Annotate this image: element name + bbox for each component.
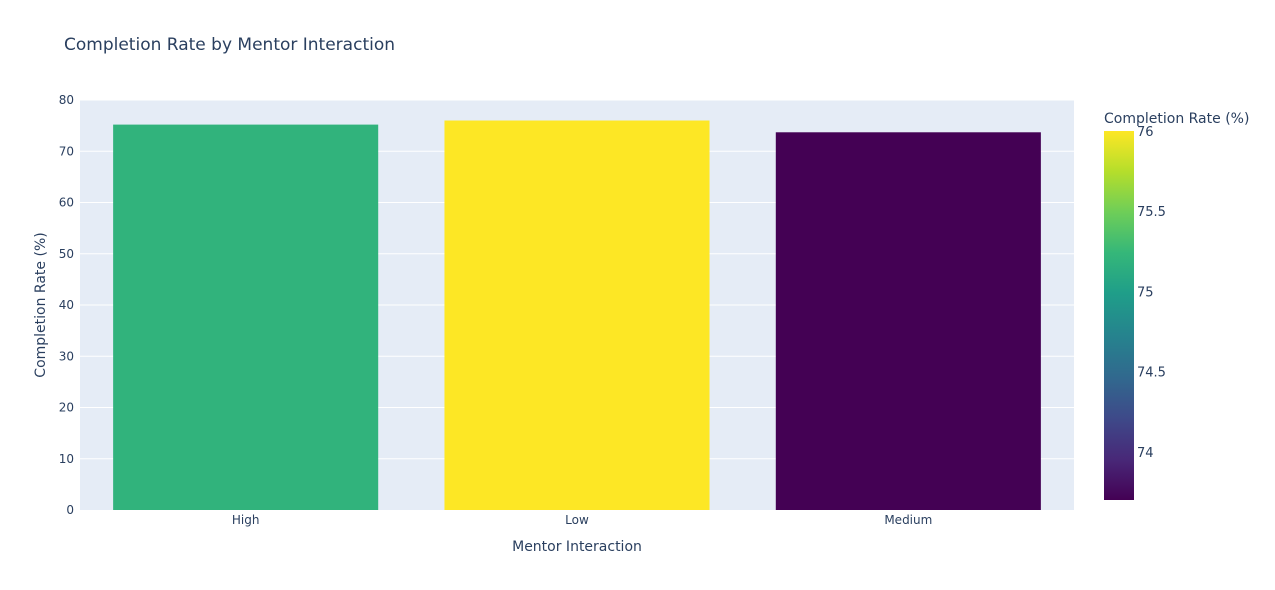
- colorbar-ticks: 74 74.5 75 75.5 76: [1137, 125, 1166, 461]
- x-tick-label: Low: [565, 513, 589, 527]
- bar-high: [113, 124, 379, 510]
- x-axis-ticks: High Low Medium: [232, 513, 932, 527]
- y-tick-label: 0: [66, 503, 74, 517]
- y-tick-label: 80: [59, 93, 74, 107]
- bar-medium: [775, 132, 1041, 510]
- bars: [113, 120, 1041, 510]
- y-tick-label: 30: [59, 349, 74, 363]
- colorbar-tick-label: 75: [1137, 285, 1154, 300]
- y-tick-label: 70: [59, 144, 74, 158]
- colorbar: [1104, 131, 1134, 500]
- x-tick-label: Medium: [884, 513, 932, 527]
- y-tick-label: 20: [59, 401, 74, 415]
- y-axis-ticks: 0 10 20 30 40 50 60 70 80: [59, 93, 74, 517]
- chart-title: Completion Rate by Mentor Interaction: [64, 35, 395, 55]
- colorbar-tick-label: 74.5: [1137, 366, 1166, 381]
- colorbar-title: Completion Rate (%): [1104, 111, 1249, 127]
- x-axis-title: Mentor Interaction: [512, 539, 642, 555]
- bar-low: [444, 120, 710, 510]
- y-tick-label: 40: [59, 298, 74, 312]
- colorbar-tick-label: 75.5: [1137, 205, 1166, 220]
- colorbar-tick-label: 76: [1137, 125, 1154, 140]
- y-axis-title: Completion Rate (%): [33, 232, 49, 377]
- x-tick-label: High: [232, 513, 260, 527]
- colorbar-tick-label: 74: [1137, 446, 1154, 461]
- y-tick-label: 50: [59, 247, 74, 261]
- y-tick-label: 10: [59, 452, 74, 466]
- y-tick-label: 60: [59, 196, 74, 210]
